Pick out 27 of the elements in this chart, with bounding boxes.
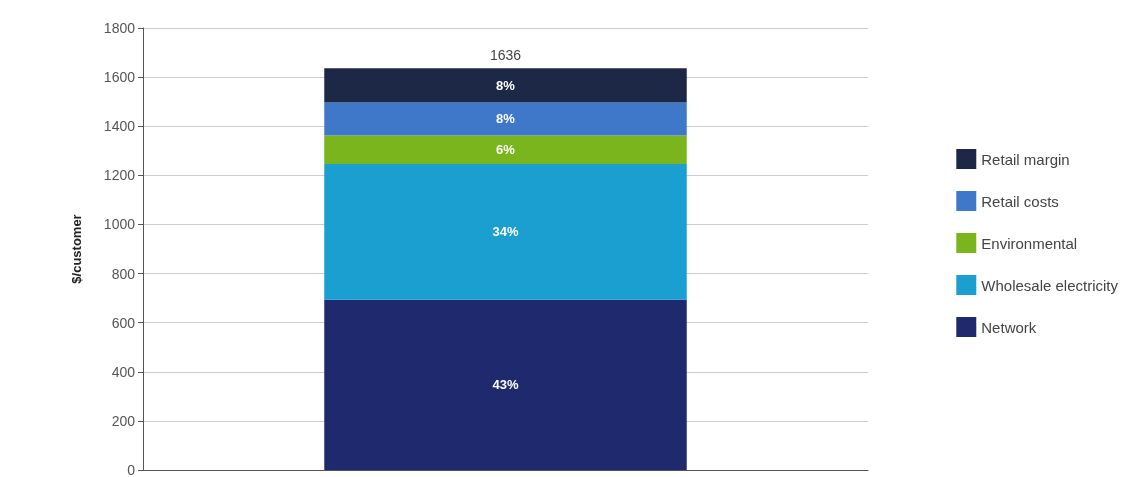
total-label: 1636 <box>489 47 522 64</box>
legend-label: Retail costs <box>981 192 1059 210</box>
annotation: 43% <box>492 377 519 393</box>
y-tick-label: 400 <box>111 363 136 380</box>
y-tick-label: 1600 <box>103 69 136 86</box>
y-tick-label: 0 <box>127 462 136 477</box>
legend-label: Wholesale electricity <box>981 276 1119 294</box>
y-tick-label: 200 <box>111 412 136 429</box>
y-axis-title: $/customer <box>69 214 84 284</box>
y-tick-label: 1800 <box>103 20 136 36</box>
bar <box>324 68 687 103</box>
annotation: 34% <box>492 224 519 240</box>
y-tick-label: 1200 <box>103 167 136 184</box>
annotation: 8% <box>496 111 516 127</box>
bar <box>324 299 687 470</box>
bar <box>324 164 687 300</box>
y-tick-label: 800 <box>111 265 136 282</box>
annotation: 8% <box>496 77 516 93</box>
y-tick-label: 1400 <box>103 118 136 135</box>
bar <box>324 102 687 136</box>
annotation: 6% <box>496 142 516 158</box>
bar <box>324 135 687 165</box>
legend-label: Retail margin <box>981 150 1070 168</box>
legend-label: Network <box>981 318 1037 336</box>
y-tick-label: 600 <box>111 314 136 331</box>
legend-label: Environmental <box>981 234 1078 252</box>
y-tick-label: 1000 <box>103 216 136 233</box>
